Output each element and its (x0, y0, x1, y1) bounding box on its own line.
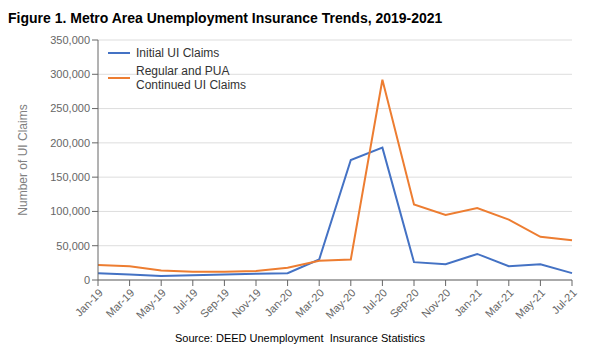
svg-text:300,000: 300,000 (50, 68, 90, 80)
svg-text:200,000: 200,000 (50, 137, 90, 149)
svg-text:Number of UI Claims: Number of UI Claims (16, 104, 30, 215)
html-text:Initial UI Claims: Initial UI Claims (136, 46, 220, 60)
svg-text:100,000: 100,000 (50, 205, 90, 217)
svg-text:50,000: 50,000 (56, 240, 90, 252)
svg-text:Jan-20: Jan-20 (262, 286, 294, 318)
svg-text:Nov-20: Nov-20 (419, 286, 453, 320)
html-text:Regular and PUA Continued UI C: Regular and PUA Continued UI Claims (136, 64, 246, 92)
svg-text:350,000: 350,000 (50, 34, 90, 46)
svg-text:May-20: May-20 (323, 286, 357, 320)
svg-text:Jul-19: Jul-19 (170, 286, 200, 316)
svg-text:Sep-19: Sep-19 (198, 286, 232, 320)
svg-text:Nov-19: Nov-19 (229, 286, 263, 320)
svg-text:Jan-21: Jan-21 (452, 286, 484, 318)
svg-text:Mar-21: Mar-21 (483, 286, 516, 319)
svg-text:150,000: 150,000 (50, 171, 90, 183)
svg-text:Jan-19: Jan-19 (73, 286, 105, 318)
svg-text:May-21: May-21 (513, 286, 547, 320)
svg-text:May-19: May-19 (134, 286, 168, 320)
svg-text:Mar-20: Mar-20 (293, 286, 326, 319)
svg-text:0: 0 (84, 274, 90, 286)
svg-text:Mar-19: Mar-19 (103, 286, 136, 319)
svg-text:Sep-20: Sep-20 (387, 286, 421, 320)
svg-text:250,000: 250,000 (50, 102, 90, 114)
html-text:Source: DEED Unemployment Insu: Source: DEED Unemployment Insurance Stat… (175, 332, 425, 344)
svg-text:Jul-21: Jul-21 (549, 286, 579, 316)
html-text:Figure 1. Metro Area Unemploym: Figure 1. Metro Area Unemployment Insura… (8, 10, 443, 26)
svg-text:Jul-20: Jul-20 (360, 286, 390, 316)
